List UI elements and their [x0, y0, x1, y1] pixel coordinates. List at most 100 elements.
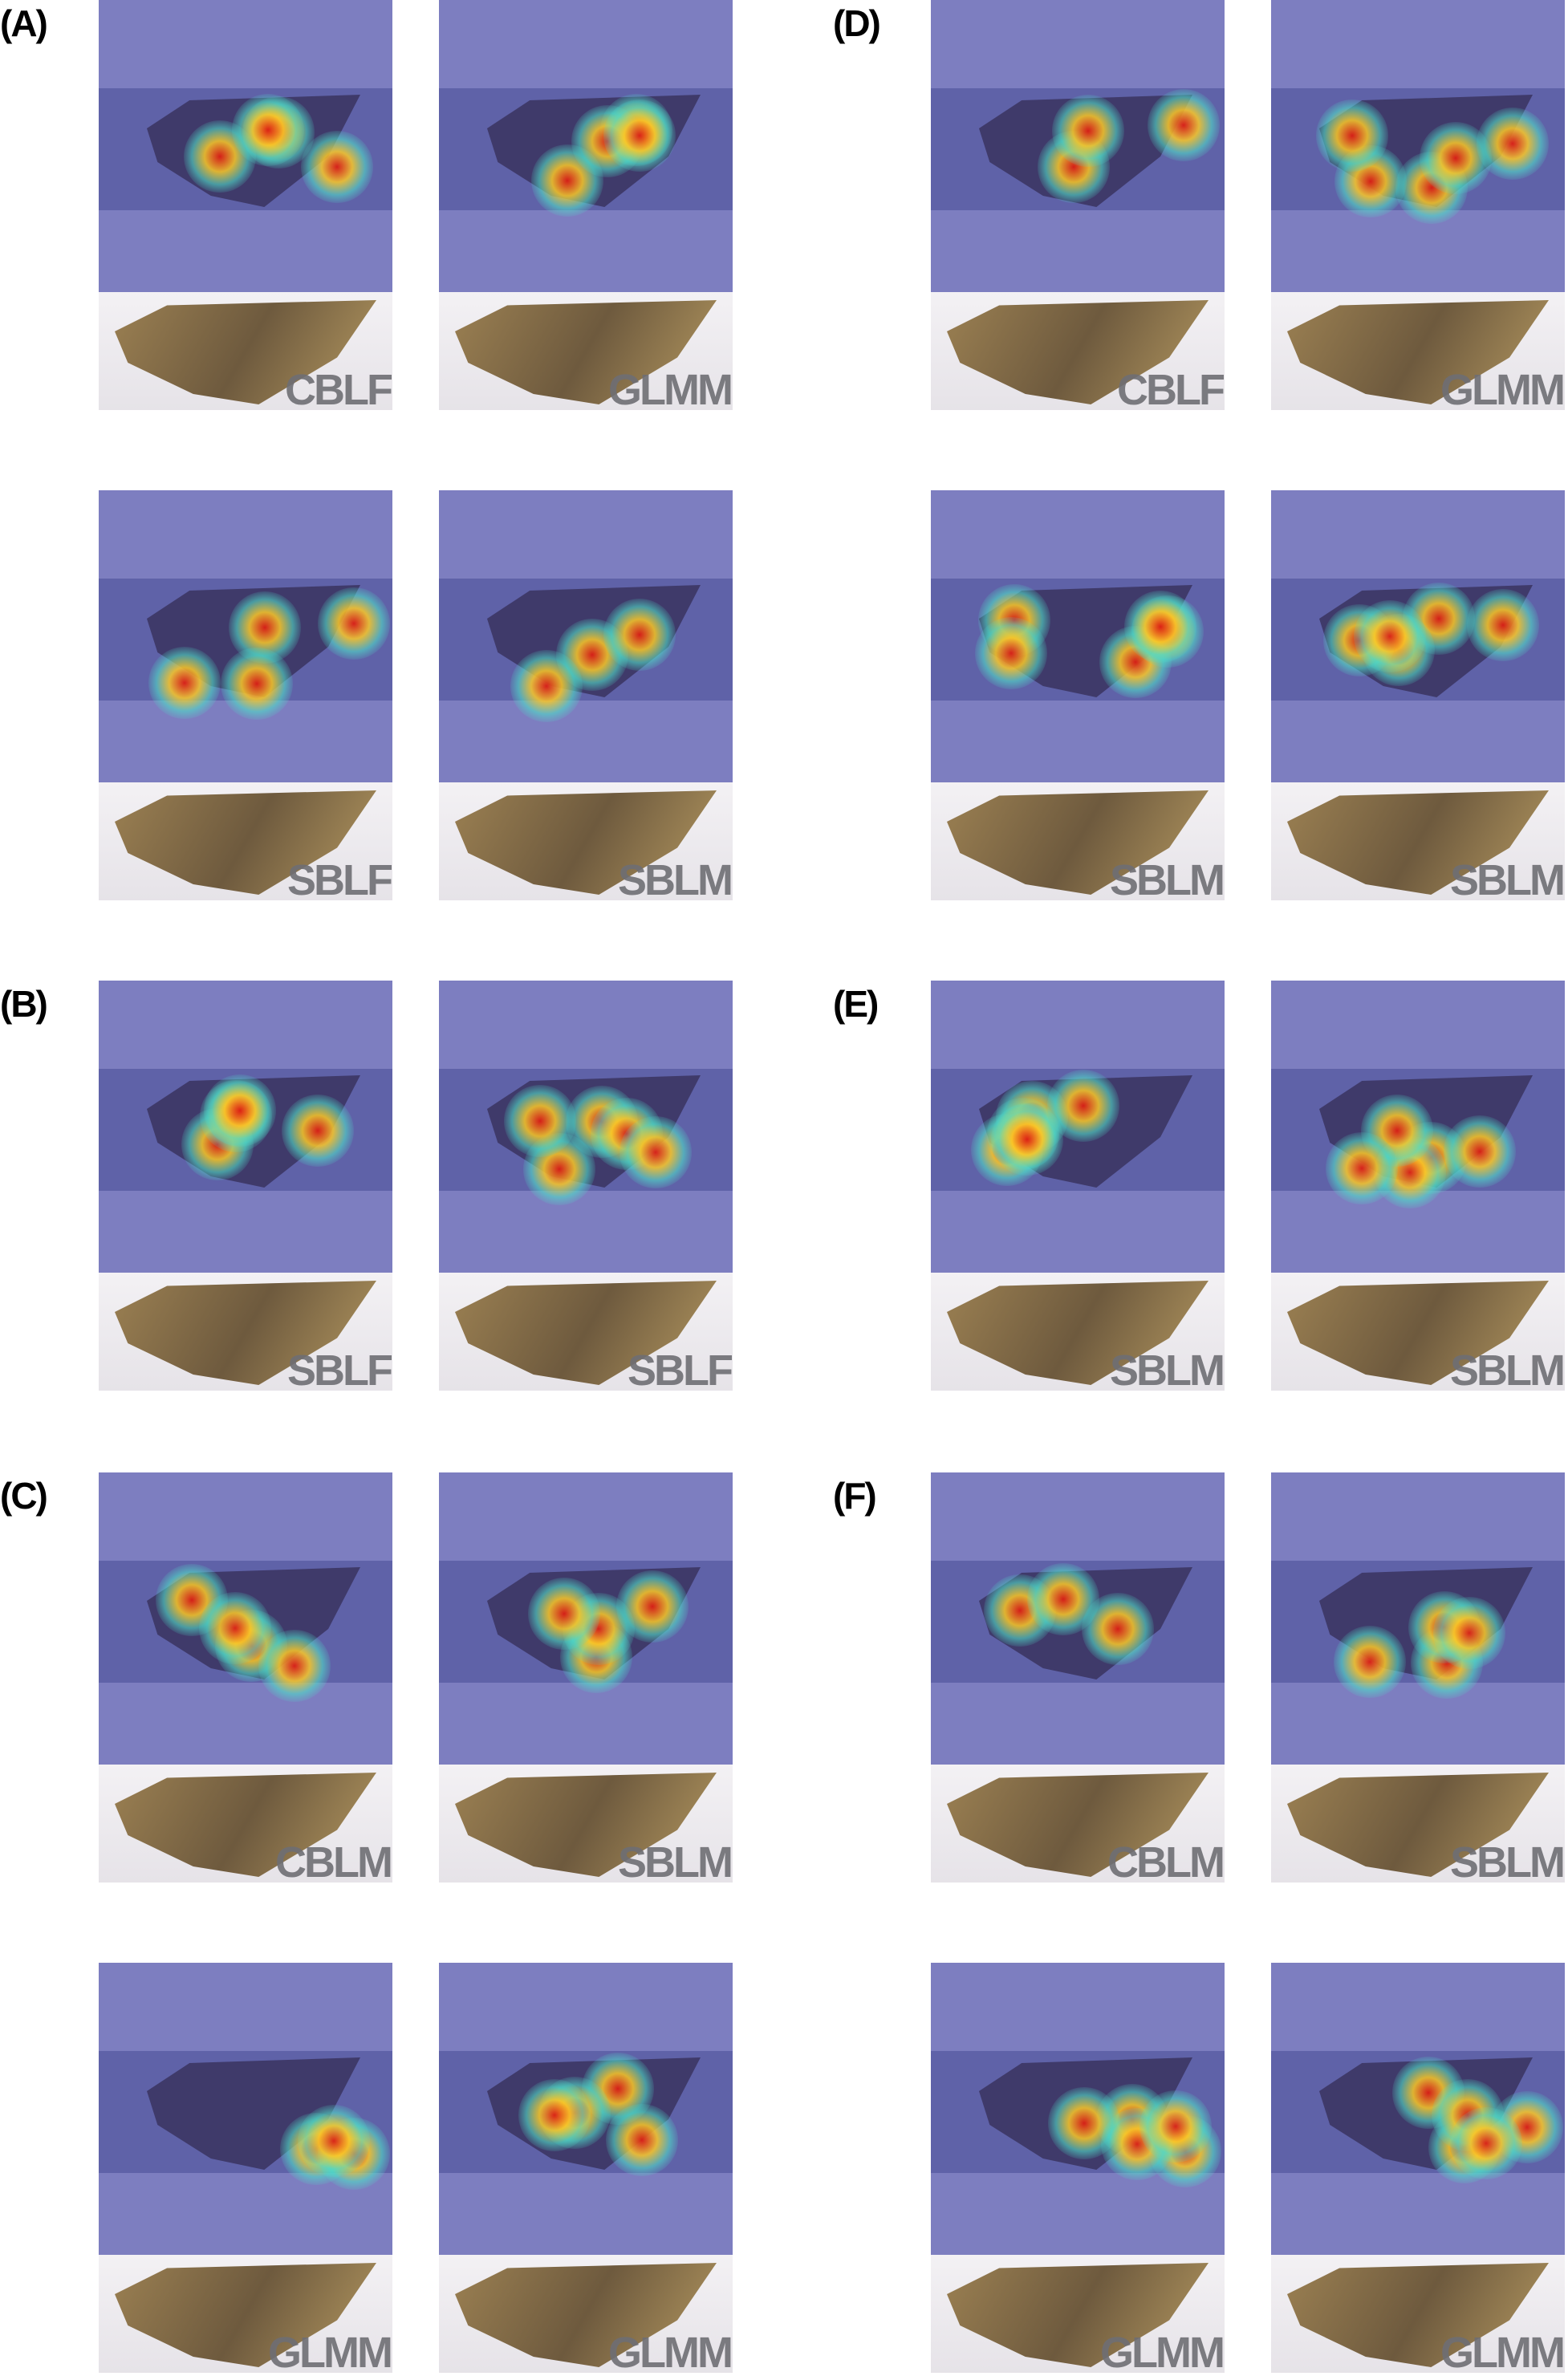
wing-photo: GLMM [99, 2255, 392, 2373]
image-tile: CBLM [931, 1472, 1225, 1883]
heatmap [1271, 0, 1565, 292]
activation [1325, 1132, 1398, 1205]
heatmap [439, 981, 733, 1273]
activation [203, 1074, 276, 1147]
activation [603, 100, 676, 173]
wing-photo: GLMM [439, 2255, 733, 2373]
activation [1433, 1596, 1506, 1669]
heatmap [99, 981, 392, 1273]
tile-label: CBLF [1117, 366, 1225, 410]
activation [1449, 2107, 1522, 2180]
tile-label: SBLF [287, 1346, 392, 1391]
activation [504, 1085, 577, 1158]
tile-label: CBLM [1107, 1838, 1225, 1883]
heatmap [931, 490, 1225, 782]
panel-label: (A) [0, 2, 48, 44]
tile-label: SBLM [1450, 856, 1565, 900]
activation [198, 1592, 271, 1665]
activation [258, 1629, 331, 1702]
activation [318, 587, 391, 660]
image-tile: GLMM [439, 0, 733, 410]
activation [1047, 1069, 1120, 1142]
wing-photo: SBLM [1271, 782, 1565, 900]
heatmap [439, 0, 733, 292]
heatmap [99, 490, 392, 782]
heatmap [439, 490, 733, 782]
wing-photo: SBLF [99, 1273, 392, 1391]
image-tile: SBLF [439, 981, 733, 1391]
tile-label: SBLM [1110, 856, 1225, 900]
panel-label: (E) [833, 983, 879, 1025]
activation [615, 1570, 689, 1643]
activation [301, 131, 374, 204]
heatmap [1271, 981, 1565, 1273]
tile-label: CBLM [275, 1838, 392, 1883]
activation [1124, 591, 1197, 664]
image-tile: GLMM [1271, 1963, 1565, 2373]
heatmap [1271, 490, 1565, 782]
wing-photo: GLMM [439, 292, 733, 410]
wing-photo: GLMM [1271, 2255, 1565, 2373]
heatmap [99, 1963, 392, 2255]
image-tile: SBLF [99, 490, 392, 900]
heatmap [931, 0, 1225, 292]
activation [603, 599, 676, 672]
wing-photo: CBLM [931, 1765, 1225, 1883]
activation [619, 1115, 692, 1188]
image-tile: SBLM [1271, 981, 1565, 1391]
tile-label: GLMM [1440, 2329, 1565, 2373]
image-tile: GLMM [931, 1963, 1225, 2373]
panel-label: (B) [0, 983, 48, 1025]
panel-label: (D) [833, 2, 881, 44]
activation [1466, 589, 1539, 662]
wing-photo: SBLM [931, 1273, 1225, 1391]
image-tile: SBLM [1271, 1472, 1565, 1883]
activation [1333, 1625, 1406, 1698]
wing-photo: SBLM [1271, 1273, 1565, 1391]
wing-photo: GLMM [1271, 292, 1565, 410]
image-tile: CBLF [99, 0, 392, 410]
image-tile: GLMM [439, 1963, 733, 2373]
heatmap [99, 0, 392, 292]
heatmap [439, 1472, 733, 1765]
heatmap [931, 1472, 1225, 1765]
activation [297, 2105, 370, 2178]
wing-photo: SBLM [931, 782, 1225, 900]
wing-photo: CBLM [99, 1765, 392, 1883]
tile-label: GLMM [608, 2329, 733, 2373]
activation [232, 94, 305, 167]
panel-label: (F) [833, 1475, 877, 1517]
heatmap [439, 1963, 733, 2255]
activation [1315, 99, 1388, 172]
image-tile: SBLM [439, 1472, 733, 1883]
activation [1443, 1115, 1516, 1188]
activation [1082, 1592, 1155, 1665]
heatmap [1271, 1963, 1565, 2255]
activation [1139, 2090, 1213, 2163]
panel-label: (C) [0, 1475, 48, 1517]
tile-label: GLMM [1100, 2329, 1225, 2373]
activation [1052, 95, 1125, 168]
tile-label: GLMM [608, 366, 733, 410]
image-tile: SBLM [931, 490, 1225, 900]
wing-photo: CBLF [99, 292, 392, 410]
image-tile: SBLM [439, 490, 733, 900]
activation [1477, 107, 1550, 180]
tile-label: SBLM [618, 856, 733, 900]
tile-label: SBLM [618, 1838, 733, 1883]
wing-photo: SBLF [99, 782, 392, 900]
wing-photo: SBLM [1271, 1765, 1565, 1883]
activation [974, 617, 1047, 690]
activation [148, 646, 221, 719]
wing-photo: SBLF [439, 1273, 733, 1391]
activation [518, 2079, 591, 2152]
tile-label: SBLM [1450, 1838, 1565, 1883]
heatmap [931, 981, 1225, 1273]
tile-label: CBLF [285, 366, 392, 410]
activation [1147, 88, 1220, 161]
image-tile: SBLF [99, 981, 392, 1391]
wing-photo: GLMM [931, 2255, 1225, 2373]
wing-photo: SBLM [439, 1765, 733, 1883]
activation [221, 648, 294, 720]
